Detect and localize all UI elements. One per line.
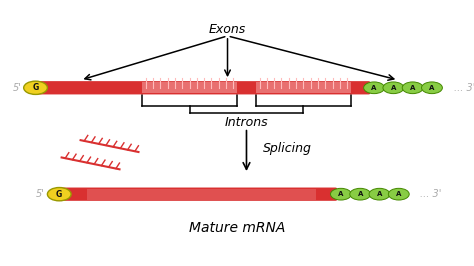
Circle shape [330,188,351,200]
Text: G: G [56,190,63,199]
Text: Introns: Introns [225,116,268,129]
Circle shape [24,81,47,94]
Text: 5': 5' [36,189,45,199]
FancyBboxPatch shape [32,81,370,94]
Circle shape [388,188,409,200]
Text: Mature mRNA: Mature mRNA [189,221,285,235]
Text: A: A [372,85,377,91]
Bar [256,82,351,93]
Text: 5': 5' [12,83,21,93]
Circle shape [350,188,371,200]
FancyBboxPatch shape [56,188,337,201]
Bar [142,82,237,93]
Circle shape [47,188,71,201]
Text: A: A [357,191,363,197]
Text: A: A [410,85,415,91]
Text: Splicing: Splicing [263,142,312,155]
Text: ... 3': ... 3' [454,83,474,93]
Text: A: A [391,85,396,91]
Text: G: G [32,83,39,92]
Text: A: A [429,85,435,91]
Text: A: A [396,191,401,197]
Text: Exons: Exons [209,23,246,36]
Circle shape [421,82,442,94]
Circle shape [402,82,423,94]
Text: A: A [377,191,382,197]
Text: A: A [338,191,344,197]
Circle shape [369,188,390,200]
Circle shape [364,82,384,94]
Circle shape [383,82,404,94]
Bar [86,189,316,200]
Text: ... 3': ... 3' [420,189,442,199]
